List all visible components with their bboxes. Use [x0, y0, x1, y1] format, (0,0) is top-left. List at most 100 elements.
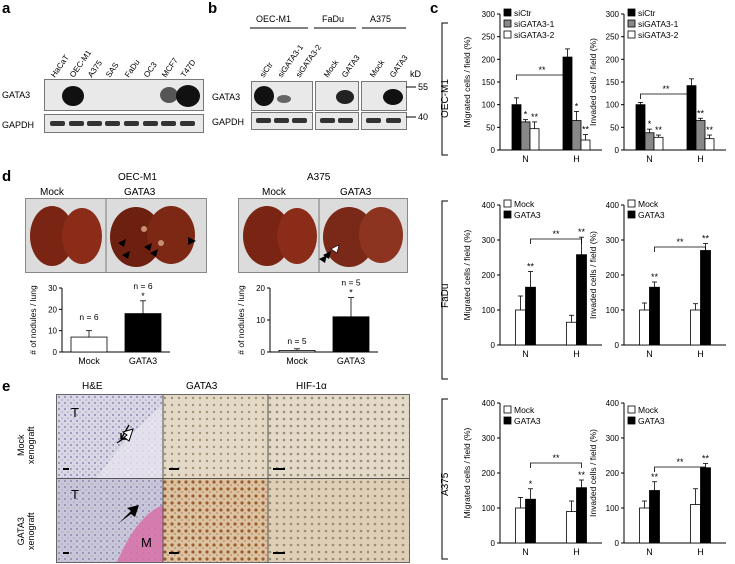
legend-label: GATA3	[638, 210, 665, 220]
panel-e-tumor-mark-2: T	[71, 487, 79, 502]
significance-mark: **	[578, 227, 586, 237]
bar-sigata3-1	[520, 121, 531, 151]
significance-mark: **	[706, 125, 714, 135]
legend-swatch	[627, 30, 636, 39]
significance-mark: **	[702, 454, 710, 464]
bar-gata3	[700, 250, 711, 346]
bar-sigata3-1	[644, 132, 655, 151]
panel-a-lane-label-5: OC3	[142, 60, 159, 80]
y-tick-label: 300	[606, 434, 620, 443]
panel-b-fadu-gapdh-blot	[315, 112, 359, 130]
x-tick-label: Mock	[78, 356, 100, 366]
panel-c-row-oec: OEC-M1	[440, 79, 451, 118]
panel-e-muscle-mark: M	[141, 535, 152, 550]
panel-b-label: b	[208, 0, 218, 17]
significance-mark: *	[648, 119, 652, 129]
y-tick-label: 200	[606, 271, 620, 280]
legend-swatch	[503, 30, 512, 39]
panel-b-oec-gapdh-blot	[251, 112, 313, 130]
y-tick-label: 150	[606, 78, 620, 87]
bar-mock	[278, 350, 316, 353]
bar-sigata3-1	[695, 120, 706, 151]
bar-mock	[566, 321, 577, 346]
significance-mark: *	[524, 110, 528, 120]
panel-b-lane-label-6: GATA3	[388, 53, 410, 80]
x-tick-label: GATA3	[337, 356, 365, 366]
panel-a-lane-label-4: FaDu	[123, 57, 142, 80]
x-tick-label: H	[573, 154, 580, 162]
y-tick-label: 100	[482, 101, 496, 110]
panel-d-a375-lung-drawing	[243, 199, 403, 272]
panel-e-histology-grid: T T M	[56, 394, 410, 563]
chart-fadu-invaded: Invaded cells / field (%) 0 100 200 300 400 N H…	[588, 199, 726, 359]
bar-gata3	[525, 286, 536, 346]
panel-c-a375-bracket	[441, 398, 448, 560]
panel-a-lane-label-2: A375	[86, 58, 105, 80]
panel-a-lane-label-7: T47D	[179, 57, 198, 80]
y-tick-label: 30	[48, 284, 57, 293]
significance-mark-between: **	[538, 65, 546, 75]
legend-swatch	[627, 210, 636, 219]
significance-bracket	[530, 238, 582, 244]
y-tick-label: 0	[491, 146, 496, 155]
bar-gata3	[649, 286, 660, 346]
y-tick-label: 0	[615, 341, 620, 350]
panel-e-col-hif: HIF-1α	[296, 381, 327, 392]
legend-label: siGATA3-2	[638, 30, 679, 40]
x-tick-label: N	[522, 547, 529, 557]
panel-b-a375-gapdh-bands	[366, 118, 401, 123]
y-tick-label: 0	[491, 341, 496, 350]
y-tick-label: 50	[610, 123, 619, 132]
sample-size-label: n = 6	[79, 312, 98, 322]
panel-e-col-gata3: GATA3	[186, 381, 218, 392]
y-tick-label: 200	[482, 469, 496, 478]
significance-mark: **	[531, 112, 539, 122]
legend-label: siGATA3-1	[514, 19, 555, 29]
y-tick-label: 0	[261, 348, 266, 357]
panel-d-a375-title: A375	[307, 172, 331, 183]
panel-b-oec-gata3-blot	[251, 81, 313, 111]
panel-b-a375-gata3-blot	[361, 81, 407, 111]
legend-swatch	[627, 8, 636, 17]
bar-sigata3-2	[653, 136, 664, 151]
panel-d-a375-mock: Mock	[262, 187, 286, 198]
panel-a-gata3-blot	[44, 79, 204, 111]
chart-oec-migrated: Migrated cells / field (%) 0 50 100 150 200 25…	[462, 8, 602, 162]
panel-e-row-gata3-l1: GATA3	[16, 517, 26, 546]
x-tick-label: N	[646, 349, 653, 359]
panel-c-row-fadu: FaDu	[440, 283, 451, 308]
y-tick-label: 300	[482, 236, 496, 245]
y-axis-label: Migrated cells / field (%)	[462, 36, 472, 127]
panel-d-oec-lung-drawing	[30, 199, 196, 272]
legend-swatch	[503, 416, 512, 425]
legend-label: Mock	[514, 405, 535, 415]
significance-mark-between: **	[552, 229, 560, 239]
panel-e-tumor-mark-1: T	[71, 405, 79, 420]
y-tick-label: 400	[606, 399, 620, 408]
panel-b-lane-label-3: Mock	[322, 58, 341, 80]
legend-swatch	[627, 199, 636, 208]
legend-label: Mock	[638, 405, 659, 415]
panel-b-kd-ticks	[406, 86, 416, 118]
chart-a375-nodules: # of nodules / lung 0 10 20 Mock n = 5 GATA3 n …	[236, 278, 378, 366]
bar-mock	[690, 504, 701, 544]
panel-e-row-gata3: GATA3 xenograft	[16, 512, 36, 550]
panel-d-label: d	[2, 168, 12, 185]
chart-a375-migrated: Migrated cells / field (%) 0 100 200 300 400 N…	[462, 399, 602, 557]
significance-bracket	[654, 246, 706, 252]
bar-sigata3-2	[529, 128, 540, 151]
y-tick-label: 200	[482, 55, 496, 64]
y-tick-label: 400	[606, 201, 620, 210]
legend-label: GATA3	[638, 416, 665, 426]
significance-bracket	[530, 462, 582, 468]
chart-a375-invaded: Invaded cells / field (%) 0 100 200 300 400 N H…	[588, 399, 726, 557]
legend-swatch	[503, 19, 512, 28]
legend-label: Mock	[514, 199, 535, 209]
bar-mock	[690, 309, 701, 346]
panel-c-label: c	[430, 0, 439, 17]
bar-mock	[639, 309, 650, 346]
y-axis-label: Migrated cells / field (%)	[462, 229, 472, 320]
bar-gata3	[124, 313, 162, 353]
y-tick-label: 10	[256, 316, 265, 325]
y-tick-label: 200	[606, 55, 620, 64]
